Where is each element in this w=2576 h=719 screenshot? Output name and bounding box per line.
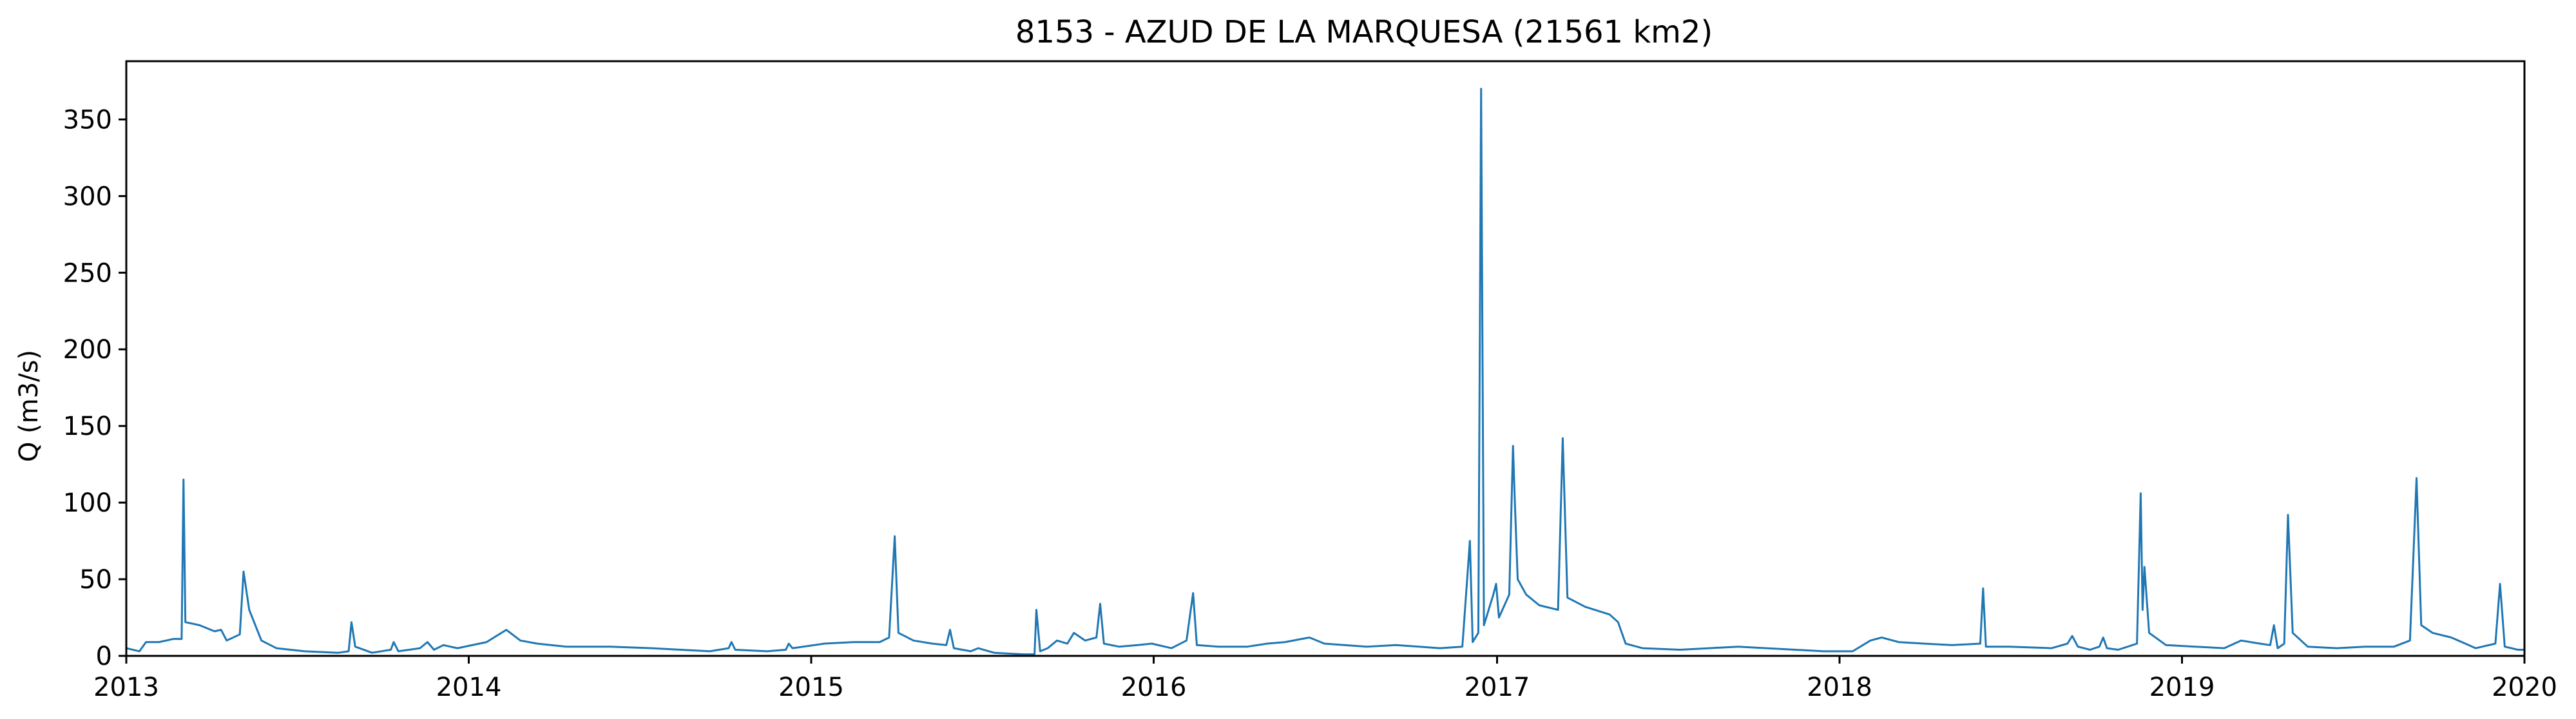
y-tick-label: 250 [63,258,112,288]
x-tick-label: 2016 [1121,673,1187,702]
y-tick-label: 200 [63,335,112,365]
chart-title: 8153 - AZUD DE LA MARQUESA (21561 km2) [1015,14,1713,50]
y-axis-label: Q (m3/s) [14,350,44,462]
plot-area [126,88,2524,656]
y-axis: 0 50 100 150 200 250 300 350 [63,105,126,671]
x-tick-label: 2018 [1807,673,1872,702]
y-tick-label: 0 [96,642,112,671]
x-tick-label: 2020 [2492,673,2557,702]
x-tick-label: 2014 [436,673,502,702]
x-tick-label: 2019 [2149,673,2215,702]
x-tick-label: 2013 [93,673,159,702]
y-tick-label: 300 [63,182,112,211]
series-line-0 [126,88,2524,656]
x-tick-label: 2017 [1465,673,1530,702]
y-tick-label: 50 [79,565,112,595]
x-tick-label: 2015 [778,673,844,702]
y-tick-label: 100 [63,488,112,518]
x-axis: 2013 2014 2015 2016 2017 2018 2019 2020 [93,656,2557,702]
plot-frame [125,60,2526,657]
y-tick-label: 150 [63,412,112,441]
y-tick-label: 350 [63,105,112,135]
